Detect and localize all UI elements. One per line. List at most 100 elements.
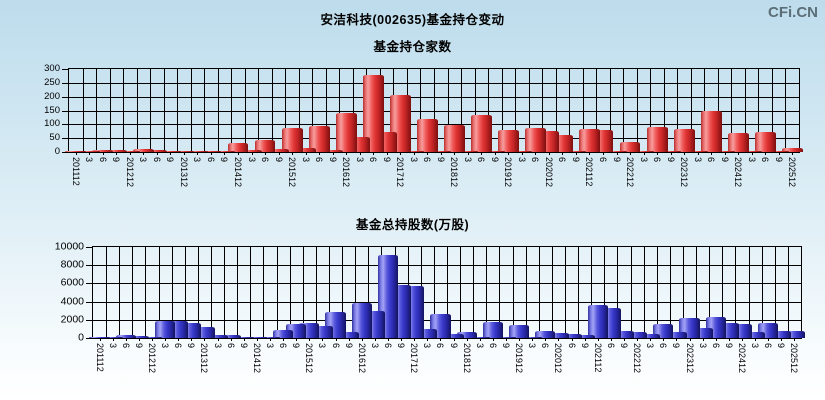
bar-3 bbox=[633, 151, 654, 152]
bar-9 bbox=[660, 151, 682, 152]
bar-3 bbox=[154, 320, 176, 338]
x-axis-tick-label: 3 bbox=[84, 157, 95, 163]
x-gridline bbox=[136, 69, 138, 152]
x-axis-tick-label: 202312 bbox=[684, 343, 695, 374]
x-axis-tick-label: 201812 bbox=[449, 157, 460, 188]
x-axis-tick-label: 9 bbox=[186, 343, 197, 349]
x-gridline bbox=[501, 69, 503, 152]
x-gridline bbox=[123, 69, 125, 152]
bar-3 bbox=[469, 337, 490, 338]
x-gridline bbox=[271, 69, 273, 152]
x-axis-tick-label: 202012 bbox=[543, 157, 554, 188]
x-axis-tick-mark bbox=[440, 338, 442, 341]
y-axis-tick-mark bbox=[62, 82, 68, 84]
x-gridline bbox=[474, 69, 476, 152]
x-axis-tick-mark bbox=[319, 152, 321, 155]
y-axis-tick-label: 4000 bbox=[60, 294, 84, 307]
x-axis-tick-label: 6 bbox=[173, 343, 184, 349]
x-gridline bbox=[515, 69, 517, 152]
x-axis-tick-label: 202112 bbox=[584, 157, 595, 187]
x-axis-tick-label: 202412 bbox=[733, 157, 744, 188]
bar-201212 bbox=[119, 150, 141, 152]
x-axis-tick-mark bbox=[602, 152, 604, 155]
y-axis-tick-mark bbox=[62, 152, 68, 153]
x-gridline bbox=[217, 69, 219, 152]
x-axis-tick-label: 6 bbox=[151, 157, 162, 163]
x-axis-tick-mark bbox=[414, 338, 416, 341]
x-axis-tick-label: 3 bbox=[474, 343, 485, 349]
x-axis-tick-mark bbox=[99, 338, 101, 341]
x-axis-tick-label: 9 bbox=[501, 343, 511, 349]
x-axis-tick-label: 9 bbox=[396, 343, 407, 349]
x-axis-tick-label: 9 bbox=[671, 343, 682, 349]
bar-6 bbox=[200, 151, 222, 152]
x-axis-tick-mark bbox=[170, 152, 172, 155]
x-axis-tick-mark bbox=[440, 152, 442, 155]
bar-9 bbox=[606, 151, 627, 152]
x-axis-tick-mark bbox=[494, 152, 496, 155]
x-axis-tick-mark bbox=[562, 152, 564, 155]
bar-6 bbox=[482, 321, 504, 338]
x-axis-tick-mark bbox=[778, 152, 780, 155]
bar-6 bbox=[92, 150, 114, 152]
bar-201912 bbox=[497, 130, 519, 152]
x-axis-tick-label: 3 bbox=[107, 343, 118, 349]
x-axis-tick-label: 201212 bbox=[147, 343, 157, 374]
bar-9 bbox=[233, 336, 254, 338]
y-axis-tick-label: 0 bbox=[78, 331, 84, 344]
x-axis-tick-label: 6 bbox=[597, 157, 608, 163]
fund-total-shares-chart: 0 2000 4000 6000 8000 10000 201112 3 6 9 201212 3 6 9… bbox=[55, 240, 805, 373]
x-axis-tick-label: 9 bbox=[291, 343, 302, 349]
page-title: 安洁科技(002635)基金持仓变动 bbox=[320, 13, 505, 27]
x-axis-tick-mark bbox=[558, 338, 560, 341]
x-axis-tick-label: 3 bbox=[638, 157, 649, 163]
bar-202212 bbox=[619, 141, 641, 152]
x-gridline bbox=[368, 247, 370, 338]
x-axis-tick-label: 6 bbox=[566, 343, 577, 349]
x-gridline bbox=[683, 247, 684, 338]
bar-201312 bbox=[173, 150, 195, 152]
x-gridline bbox=[704, 69, 706, 152]
y-axis-tick-label: 100 bbox=[44, 118, 60, 130]
x-gridline bbox=[565, 247, 566, 338]
x-axis-tick-label: 3 bbox=[300, 157, 311, 163]
x-axis-tick-label: 6 bbox=[487, 343, 498, 349]
x-gridline bbox=[420, 69, 422, 152]
x-gridline bbox=[447, 69, 449, 152]
x-axis-tick-mark bbox=[751, 152, 753, 155]
cfi-logo: CFi.CN bbox=[768, 4, 818, 21]
bar-3 bbox=[403, 151, 425, 152]
x-gridline bbox=[145, 247, 147, 338]
x-axis-tick-label: 9 bbox=[570, 157, 581, 163]
x-gridline bbox=[342, 247, 344, 338]
bar-201612 bbox=[335, 112, 357, 152]
x-axis-tick-label: 6 bbox=[225, 343, 236, 349]
x-gridline bbox=[447, 247, 448, 338]
bar-201912 bbox=[508, 325, 530, 338]
x-axis-tick-mark bbox=[481, 152, 483, 155]
x-axis-tick-label: 6 bbox=[760, 157, 771, 163]
x-axis-tick-label: 201512 bbox=[287, 157, 298, 188]
x-gridline bbox=[643, 247, 645, 338]
x-gridline bbox=[312, 69, 314, 152]
x-axis-tick-label: 9 bbox=[133, 343, 144, 349]
bar-201412 bbox=[246, 337, 268, 338]
x-axis-tick-label: 201212 bbox=[124, 157, 135, 188]
x-axis-tick-label: 6 bbox=[205, 157, 216, 163]
x-axis-tick-label: 9 bbox=[611, 157, 622, 163]
x-gridline bbox=[690, 69, 692, 152]
x-gridline bbox=[329, 247, 330, 338]
bar-201212 bbox=[141, 336, 163, 338]
x-axis-tick-label: 201712 bbox=[409, 343, 420, 374]
bar-6 bbox=[272, 329, 294, 338]
x-gridline bbox=[224, 247, 226, 338]
x-axis-tick-mark bbox=[243, 338, 245, 341]
x-gridline bbox=[106, 247, 108, 338]
x-gridline bbox=[276, 247, 278, 338]
x-axis-tick-label: 9 bbox=[343, 343, 354, 349]
x-axis-tick-label: 3 bbox=[317, 343, 328, 349]
x-axis-tick-mark bbox=[711, 152, 713, 155]
x-axis-tick-mark bbox=[792, 152, 794, 155]
x-gridline bbox=[461, 69, 463, 152]
x-axis-tick-label: 3 bbox=[192, 157, 203, 163]
